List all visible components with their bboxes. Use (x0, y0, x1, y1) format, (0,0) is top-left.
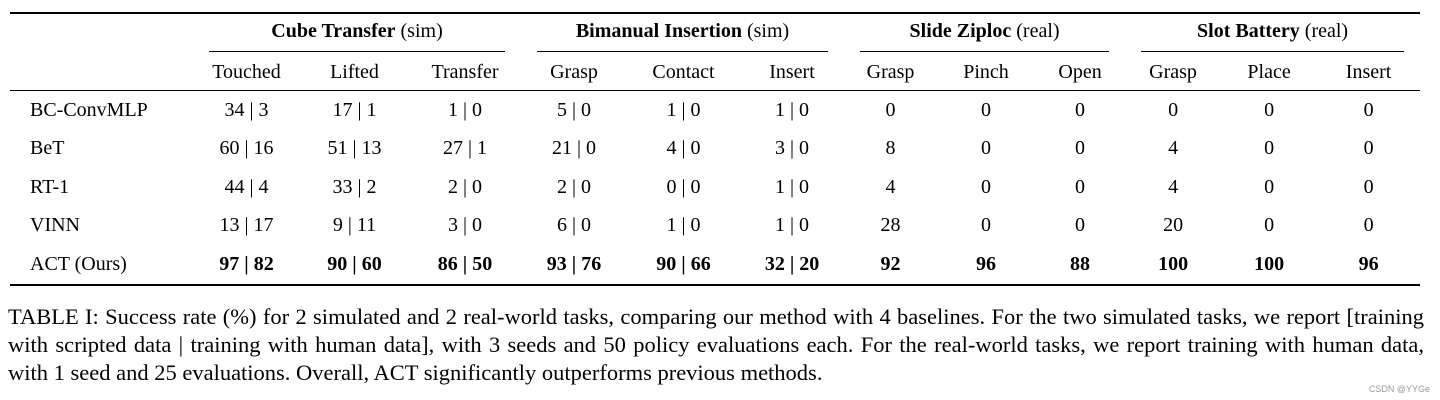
method-name: BeT (30, 137, 65, 160)
method-name: RT-1 (30, 175, 70, 198)
subheader-place: Place (1247, 60, 1291, 83)
subheader-grasp: Grasp (866, 60, 915, 83)
table-cell: 0 (1264, 98, 1275, 121)
subheader-lifted: Lifted (330, 60, 379, 83)
table-cell: 9 | 11 (332, 214, 377, 237)
table-cell: 2 | 0 (556, 175, 591, 198)
table-row: VINN 13 | 17 9 | 11 3 | 0 6 | 0 1 | 0 1 | 0 28 0… (10, 207, 1420, 246)
method-name: ACT (Ours) (30, 252, 127, 275)
table-cell: 0 (1264, 137, 1275, 160)
subheader-grasp: Grasp (550, 60, 598, 83)
caption-label: TABLE I: (8, 304, 99, 329)
table-cell: 0 (1075, 137, 1086, 160)
table-cell: 51 | 13 (327, 137, 382, 160)
table-cell: 0 (981, 98, 992, 121)
group-header-cube-transfer: Cube Transfer (sim) (193, 13, 521, 54)
table-cell: 3 | 0 (447, 214, 482, 237)
table-cell: 60 | 16 (219, 137, 274, 160)
table-cell: 0 (1075, 98, 1086, 121)
table-cell: 100 (1254, 252, 1285, 275)
table-cell: 17 | 1 (332, 98, 377, 121)
table-cell: 20 (1163, 214, 1184, 237)
table-cell: 8 (885, 137, 896, 160)
table-cell: 0 (1264, 214, 1275, 237)
results-table: Cube Transfer (sim) Bimanual Insertion (… (10, 12, 1421, 286)
table-cell: 27 | 1 (442, 137, 487, 160)
group-header-slot-battery: Slot Battery (real) (1125, 13, 1420, 54)
table-row: RT-1 44 | 4 33 | 2 2 | 0 2 | 0 0 | 0 1 | 0 4 0 0 4… (10, 168, 1420, 207)
table-cell: 34 | 3 (224, 98, 269, 121)
table-cell: 0 (1363, 137, 1374, 160)
table-cell: 90 | 66 (656, 252, 711, 275)
table-cell: 0 (885, 98, 896, 121)
table-row: BC-ConvMLP 34 | 3 17 | 1 1 | 0 5 | 0 1 | 0 1 |… (10, 90, 1421, 130)
table-cell: 0 | 0 (666, 175, 701, 198)
table-cell: 93 | 76 (546, 252, 602, 275)
table-row: ACT (Ours) 97 | 82 90 | 60 86 | 50 93 | 76 90… (10, 245, 1421, 285)
table-cell: 0 (1075, 175, 1086, 198)
table-cell: 6 | 0 (556, 214, 591, 237)
table-cell: 2 | 0 (447, 175, 482, 198)
table-caption: TABLE I: Success rate (%) for 2 simulate… (8, 303, 1424, 387)
table-cell: 86 | 50 (437, 252, 493, 275)
table-cell: 4 (1168, 137, 1179, 160)
table-cell: 0 (1363, 98, 1374, 121)
table-cell: 1 | 0 (775, 214, 810, 237)
table-cell: 44 | 4 (224, 175, 269, 198)
table-cell: 88 (1070, 252, 1091, 275)
table-cell: 21 | 0 (551, 137, 596, 160)
table-cell: 3 | 0 (775, 137, 810, 160)
subheader-grasp: Grasp (1149, 60, 1197, 83)
caption-text: Success rate (%) for 2 simulated and 2 r… (8, 304, 1424, 385)
group-header-row: Cube Transfer (sim) Bimanual Insertion (… (10, 13, 1421, 54)
method-name: VINN (30, 214, 80, 237)
subheader-row: Touched Lifted Transfer Grasp Contact In… (10, 54, 1420, 91)
group-header-slide-ziploc: Slide Ziploc (real) (844, 13, 1125, 54)
table-cell: 0 (1363, 214, 1374, 237)
table-cell: 4 (885, 175, 896, 198)
subheader-contact: Contact (652, 60, 715, 83)
table-cell: 33 | 2 (332, 175, 377, 198)
subheader-pinch: Pinch (963, 60, 1009, 83)
table-cell: 90 | 60 (327, 252, 382, 275)
table-cell: 0 (1075, 214, 1086, 237)
table-cell: 0 (1264, 175, 1275, 198)
subheader-open: Open (1058, 60, 1102, 83)
table-cell: 92 (880, 252, 901, 275)
table-cell: 97 | 82 (219, 252, 274, 275)
table-cell: 0 (981, 175, 992, 198)
subheader-insert: Insert (1345, 60, 1392, 83)
method-name: BC-ConvMLP (30, 98, 148, 121)
table-cell: 0 (1168, 98, 1179, 121)
subheader-transfer: Transfer (431, 60, 499, 83)
subheader-touched: Touched (212, 60, 281, 83)
group-header-bimanual-insertion: Bimanual Insertion (sim) (521, 13, 844, 54)
table-cell: 0 (1363, 175, 1374, 198)
table-cell: 4 | 0 (666, 137, 701, 160)
table-cell: 32 | 20 (764, 252, 820, 275)
table-cell: 5 | 0 (556, 98, 591, 121)
table-cell: 13 | 17 (219, 214, 274, 237)
table-cell: 1 | 0 (666, 214, 701, 237)
subheader-insert: Insert (769, 60, 815, 83)
table-cell: 1 | 0 (775, 175, 810, 198)
table-row: BeT 60 | 16 51 | 13 27 | 1 21 | 0 4 | 0 3 | 0 8… (10, 130, 1420, 169)
table-cell: 1 | 0 (666, 98, 701, 121)
table-cell: 100 (1158, 252, 1189, 275)
table-cell: 1 | 0 (447, 98, 482, 121)
table-cell: 1 | 0 (775, 98, 810, 121)
table-cell: 0 (981, 214, 992, 237)
table-cell: 0 (981, 137, 992, 160)
table-cell: 96 (976, 252, 997, 275)
table-cell: 4 (1168, 175, 1179, 198)
table-cell: 28 (880, 214, 901, 237)
watermark: CSDN @YYGe (1368, 384, 1430, 394)
corner-cell (10, 13, 193, 54)
table-cell: 96 (1358, 252, 1379, 275)
